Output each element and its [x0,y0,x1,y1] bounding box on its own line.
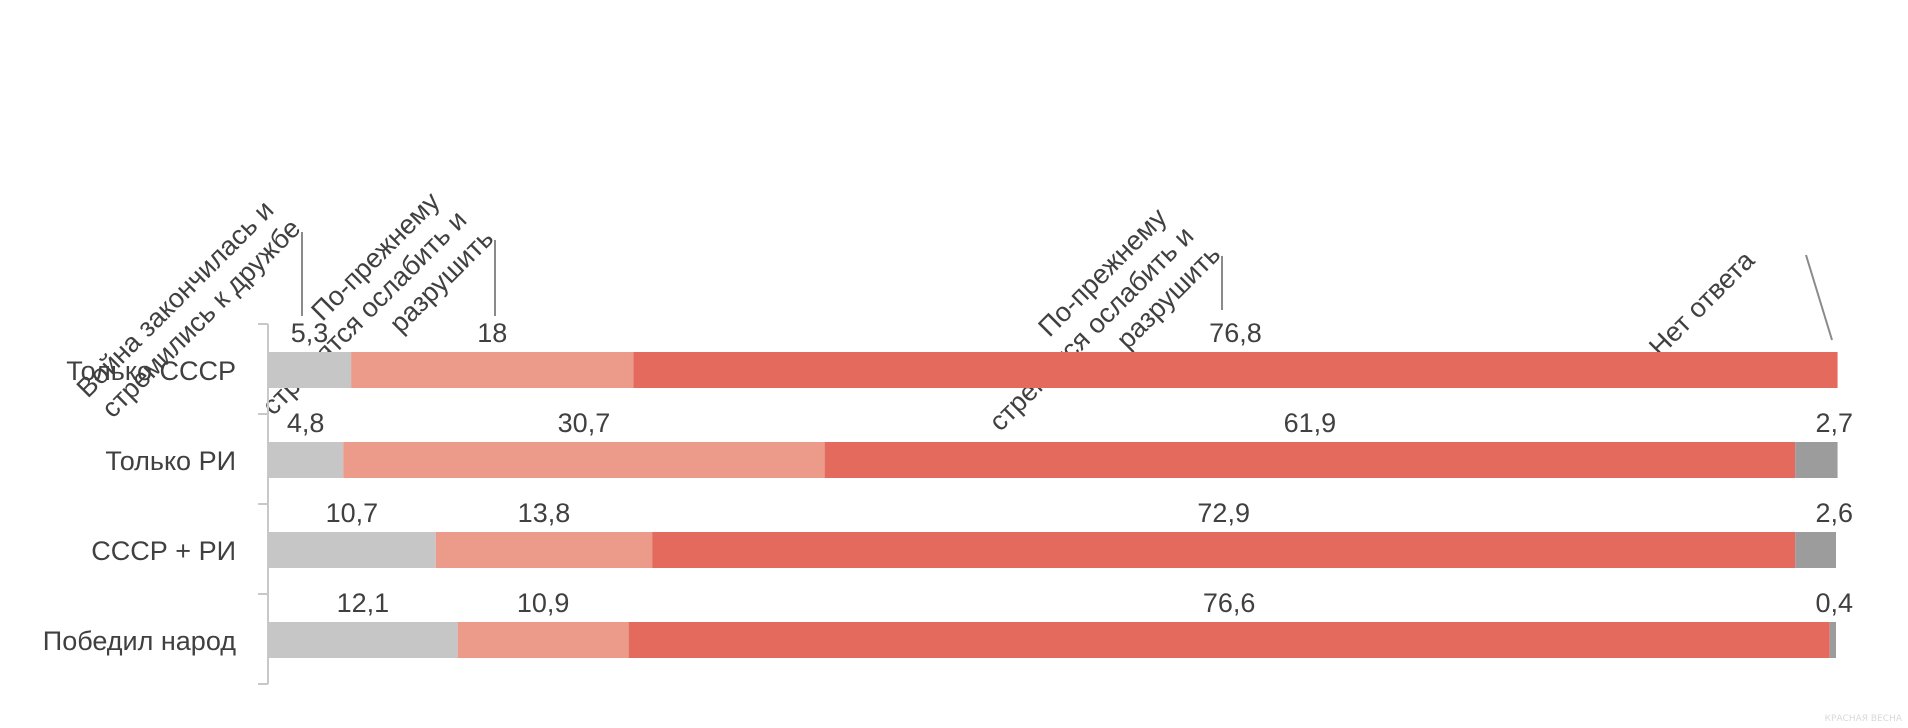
bar-segment-0-2 [633,352,1838,388]
bar-segment-1-0 [268,442,344,478]
bar-segment-3-0 [268,622,458,658]
legend-label: Нет ответа [1643,244,1761,362]
value-label: 76,8 [1209,318,1262,348]
legend-label-line: Нет ответа [1643,244,1761,362]
value-label: 10,7 [326,498,379,528]
legend-label-line: стремятся ослабить и [983,221,1199,437]
value-label: 2,7 [1815,408,1853,438]
category-label: СССР + РИ [91,536,236,566]
value-label: 61,9 [1284,408,1337,438]
value-label: 5,3 [291,318,329,348]
bar-segment-1-1 [343,442,825,478]
category-label: Только СССР [66,356,236,386]
value-label: 30,7 [558,408,611,438]
value-label: 76,6 [1203,588,1256,618]
value-label: 0,4 [1815,588,1853,618]
bar-segment-2-3 [1795,532,1836,568]
watermark-text: КРАСНАЯ ВЕСНА [1824,714,1902,724]
value-label: 18 [477,318,507,348]
bar-segment-3-2 [628,622,1830,658]
value-label: 4,8 [287,408,325,438]
value-label: 72,9 [1197,498,1250,528]
bar-segment-1-2 [824,442,1796,478]
legend-label-text: Нет ответа [1643,244,1761,362]
bar-segment-2-1 [435,532,653,568]
bar-segment-0-1 [351,352,634,388]
bar-segment-2-0 [268,532,436,568]
value-label: 2,6 [1815,498,1853,528]
value-label: 10,9 [517,588,570,618]
labels-layer: Только СССР Только РИ СССР + РИ Победил нар… [43,318,1853,656]
axis-layer [258,323,269,685]
legend-label-text: По-прежнемустремятся ослабить иразрушить [961,194,1227,460]
value-label: 13,8 [518,498,571,528]
value-label: 12,1 [337,588,390,618]
legend-leader-line [1805,254,1833,341]
bar-segment-1-3 [1795,442,1838,478]
bar-segment-3-3 [1829,622,1836,658]
legend-layer: Война закончилась истремились к дружбе По… [71,186,1833,460]
legend-label: По-прежнемустремятся ослабить иразрушить [961,194,1227,460]
bars-layer [268,352,1838,658]
category-label: Только РИ [105,446,236,476]
bar-segment-2-2 [652,532,1796,568]
bar-segment-0-0 [268,352,352,388]
bar-segment-3-1 [457,622,629,658]
category-label: Победил народ [43,626,236,656]
